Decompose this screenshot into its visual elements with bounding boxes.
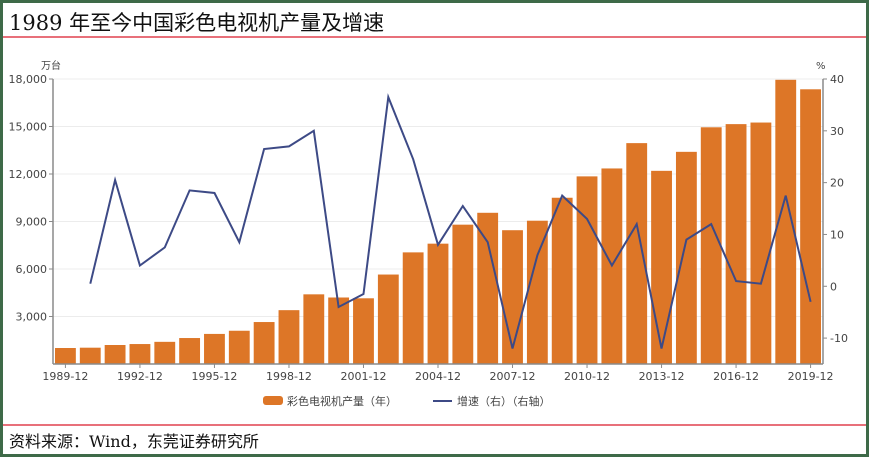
bar-2007 (502, 230, 523, 364)
left-tick-label: 15,000 (9, 121, 48, 134)
bar-1989 (55, 348, 76, 364)
left-tick-label: 12,000 (9, 168, 48, 181)
bar-1991 (104, 345, 126, 364)
legend-bar-label: 彩色电视机产量（年） (287, 394, 397, 408)
source-note: 资料来源：Wind，东莞证券研究所 (9, 432, 259, 451)
bar-1994 (179, 338, 201, 364)
right-tick-label: 10 (830, 228, 844, 241)
x-tick-label: 1992-12 (117, 370, 163, 383)
bar-2009 (551, 197, 573, 364)
bar-1996 (228, 330, 250, 364)
x-tick-label: 1998-12 (266, 370, 312, 383)
source-rule (3, 424, 866, 426)
legend-bar-swatch (263, 396, 283, 405)
bar-series-production (55, 79, 821, 365)
x-tick-label: 2007-12 (490, 370, 536, 383)
bar-1992 (129, 344, 151, 364)
x-tick-label: 2010-12 (564, 370, 610, 383)
right-tick-label: 30 (830, 125, 844, 138)
right-tick-label: 20 (830, 177, 844, 190)
bar-1999 (303, 294, 325, 364)
bar-2004 (427, 243, 449, 364)
left-tick-label: 6,000 (16, 263, 48, 276)
right-tick-label: -10 (830, 332, 848, 345)
growth-line (89, 93, 812, 349)
bar-1990 (79, 347, 101, 364)
right-tick-label: 40 (830, 73, 844, 86)
left-axis-unit: 万台 (41, 59, 61, 72)
x-tick-label: 2013-12 (639, 370, 685, 383)
x-tick-label: 2016-12 (713, 370, 759, 383)
line-series-growth (89, 93, 812, 349)
combo-chart: 3,000 6,000 9,000 12,000 15,000 18,000 -10 0 10 2… (9, 59, 848, 408)
chart-frame: 1989 年至今中国彩色电视机产量及增速 3,000 6,000 9,000 12,0… (3, 3, 866, 454)
right-tick-label: 0 (830, 280, 837, 293)
bar-2005 (452, 224, 474, 364)
bar-2008 (526, 220, 548, 364)
bar-2010 (576, 176, 598, 364)
bar-2012 (626, 143, 648, 364)
bar-2001 (353, 298, 374, 364)
bar-1995 (204, 333, 225, 364)
left-tick-label: 18,000 (9, 73, 48, 86)
x-tick-label: 1995-12 (191, 370, 237, 383)
chart-title: 1989 年至今中国彩色电视机产量及增速 (9, 11, 385, 35)
left-tick-label: 9,000 (16, 216, 48, 229)
bar-2013 (651, 170, 672, 364)
bar-1997 (253, 322, 275, 364)
bar-2015 (700, 127, 722, 365)
bar-2000 (328, 297, 350, 364)
axes: 3,000 6,000 9,000 12,000 15,000 18,000 -10 0 10 2… (9, 73, 848, 383)
bar-2016 (725, 124, 747, 364)
bar-1993 (154, 341, 176, 364)
left-tick-label: 3,000 (16, 311, 48, 324)
bar-2018 (775, 79, 797, 364)
bar-1998 (278, 310, 300, 364)
x-tick-label: 2019-12 (788, 370, 834, 383)
x-tick-label: 2004-12 (415, 370, 461, 383)
bar-2003 (402, 252, 424, 364)
title-rule (3, 36, 866, 38)
bar-2014 (675, 151, 697, 364)
bar-2006 (477, 212, 499, 364)
bar-2002 (377, 274, 399, 364)
legend-line-label: 增速（右）（右轴） (457, 394, 551, 408)
x-tick-label: 2001-12 (340, 370, 386, 383)
bar-2017 (750, 122, 772, 365)
x-tick-label: 1989-12 (42, 370, 88, 383)
bar-2019 (800, 89, 821, 364)
right-axis-unit: % (816, 61, 826, 72)
legend: 彩色电视机产量（年） 增速（右）（右轴） (263, 394, 551, 408)
